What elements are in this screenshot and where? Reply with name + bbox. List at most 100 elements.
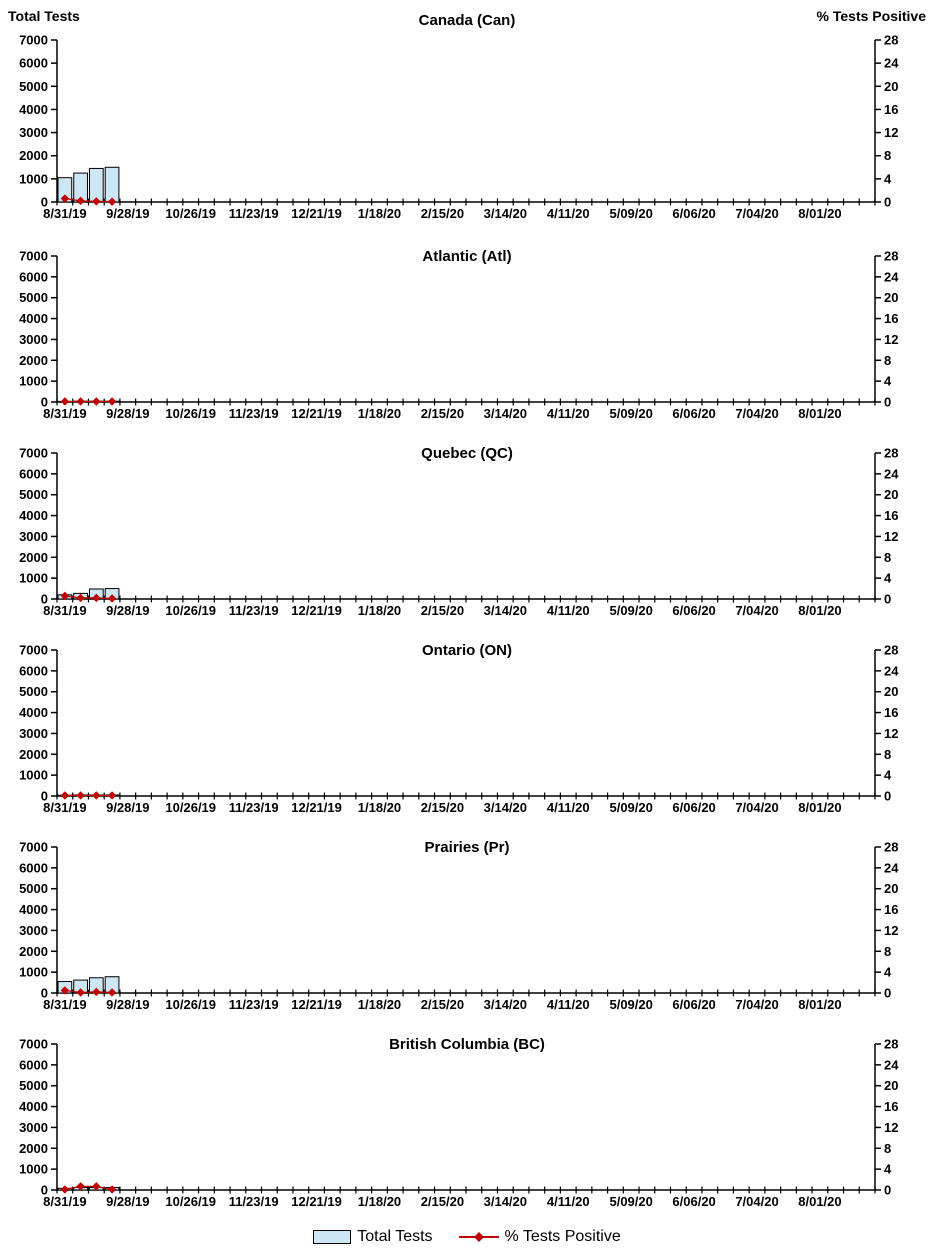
- svg-text:2000: 2000: [19, 353, 48, 368]
- svg-text:0: 0: [884, 592, 891, 607]
- svg-text:12/21/19: 12/21/19: [291, 406, 342, 421]
- svg-text:12/21/19: 12/21/19: [291, 603, 342, 618]
- svg-text:7000: 7000: [19, 33, 48, 48]
- svg-text:7/04/20: 7/04/20: [735, 800, 778, 815]
- right-axis-title: % Tests Positive: [816, 8, 926, 24]
- svg-text:28: 28: [884, 446, 898, 461]
- plot-ontario: 0 1000 2000 3000 4000 5000 6000 7000 0 4 8 12 16 20 24…: [19, 643, 899, 816]
- svg-text:7/04/20: 7/04/20: [735, 406, 778, 421]
- svg-text:16: 16: [884, 508, 898, 523]
- svg-text:0: 0: [884, 1183, 891, 1198]
- svg-text:1/18/20: 1/18/20: [358, 997, 401, 1012]
- svg-text:20: 20: [884, 1078, 898, 1093]
- svg-text:28: 28: [884, 1037, 898, 1052]
- svg-text:7/04/20: 7/04/20: [735, 206, 778, 221]
- svg-text:16: 16: [884, 705, 898, 720]
- svg-text:12/21/19: 12/21/19: [291, 800, 342, 815]
- chart-title-atlantic: Atlantic (Atl): [422, 248, 512, 265]
- svg-text:6/06/20: 6/06/20: [672, 406, 715, 421]
- svg-text:7/04/20: 7/04/20: [735, 603, 778, 618]
- svg-text:6000: 6000: [19, 466, 48, 481]
- svg-text:12: 12: [884, 923, 898, 938]
- bar-swatch-icon: [313, 1230, 352, 1244]
- svg-text:9/28/19: 9/28/19: [106, 997, 149, 1012]
- svg-text:2/15/20: 2/15/20: [421, 206, 464, 221]
- svg-text:10/26/19: 10/26/19: [165, 406, 216, 421]
- svg-text:8/31/19: 8/31/19: [43, 1194, 86, 1209]
- svg-text:1000: 1000: [19, 171, 48, 186]
- svg-text:3000: 3000: [19, 125, 48, 140]
- svg-text:6/06/20: 6/06/20: [672, 603, 715, 618]
- svg-text:4: 4: [884, 374, 892, 389]
- svg-text:8/01/20: 8/01/20: [798, 1194, 841, 1209]
- svg-text:0: 0: [41, 592, 48, 607]
- svg-text:1/18/20: 1/18/20: [358, 1194, 401, 1209]
- svg-text:1/18/20: 1/18/20: [358, 603, 401, 618]
- plot-atlantic: 0 1000 2000 3000 4000 5000 6000 7000 0 4 8 12 16 20 24…: [19, 249, 899, 422]
- chart-block-quebec: Quebec (QC) 0 1000 2000 3000 4000 5000 6000 700…: [0, 429, 934, 626]
- svg-text:4: 4: [884, 1162, 892, 1177]
- svg-text:12: 12: [884, 529, 898, 544]
- chart-title-canada: Canada (Can): [418, 12, 516, 29]
- svg-text:7000: 7000: [19, 1037, 48, 1052]
- svg-text:9/28/19: 9/28/19: [106, 206, 149, 221]
- svg-text:24: 24: [884, 466, 899, 481]
- svg-text:3/14/20: 3/14/20: [484, 603, 527, 618]
- svg-text:4: 4: [884, 571, 892, 586]
- svg-text:0: 0: [41, 789, 48, 804]
- svg-text:12/21/19: 12/21/19: [291, 206, 342, 221]
- chart-block-canada: Total Tests Canada (Can) % Tests Positiv…: [0, 0, 934, 232]
- svg-text:10/26/19: 10/26/19: [165, 603, 216, 618]
- svg-text:20: 20: [884, 487, 898, 502]
- diamond-icon: [473, 1232, 484, 1242]
- svg-text:1000: 1000: [19, 1162, 48, 1177]
- svg-text:28: 28: [884, 249, 898, 264]
- svg-text:11/23/19: 11/23/19: [229, 800, 279, 815]
- svg-text:8/31/19: 8/31/19: [43, 406, 86, 421]
- svg-text:20: 20: [884, 290, 898, 305]
- plot-prairies: 0 1000 2000 3000 4000 5000 6000 7000 0 4 8 12 16 20 24…: [19, 840, 899, 1013]
- line-marker-icon: [458, 1232, 499, 1242]
- svg-text:4000: 4000: [19, 1099, 48, 1114]
- legend-item-pct-positive: % Tests Positive: [458, 1228, 621, 1246]
- svg-text:12: 12: [884, 726, 898, 741]
- svg-text:0: 0: [884, 789, 891, 804]
- svg-text:5/09/20: 5/09/20: [609, 603, 652, 618]
- svg-text:0: 0: [41, 395, 48, 410]
- svg-text:10/26/19: 10/26/19: [165, 800, 216, 815]
- svg-text:5000: 5000: [19, 79, 48, 94]
- svg-text:3/14/20: 3/14/20: [484, 206, 527, 221]
- svg-text:24: 24: [884, 860, 899, 875]
- svg-text:8: 8: [884, 550, 891, 565]
- svg-text:11/23/19: 11/23/19: [229, 206, 279, 221]
- svg-text:11/23/19: 11/23/19: [229, 997, 279, 1012]
- svg-text:5000: 5000: [19, 290, 48, 305]
- svg-text:4000: 4000: [19, 705, 48, 720]
- svg-text:7000: 7000: [19, 840, 48, 855]
- svg-text:0: 0: [884, 986, 891, 1001]
- svg-text:24: 24: [884, 56, 899, 71]
- svg-text:6/06/20: 6/06/20: [672, 1194, 715, 1209]
- svg-text:1/18/20: 1/18/20: [358, 206, 401, 221]
- svg-text:24: 24: [884, 663, 899, 678]
- svg-text:4000: 4000: [19, 902, 48, 917]
- svg-text:24: 24: [884, 1057, 899, 1072]
- svg-text:0: 0: [41, 195, 48, 210]
- svg-text:8/31/19: 8/31/19: [43, 997, 86, 1012]
- plot-canada: 0 1000 2000 3000 4000 5000 6000 7000 0 4 8 12 16 20 24…: [19, 33, 899, 222]
- svg-text:6/06/20: 6/06/20: [672, 997, 715, 1012]
- svg-text:4: 4: [884, 171, 892, 186]
- svg-text:2000: 2000: [19, 944, 48, 959]
- svg-text:4/11/20: 4/11/20: [547, 1194, 590, 1209]
- svg-text:7000: 7000: [19, 446, 48, 461]
- svg-text:1000: 1000: [19, 571, 48, 586]
- svg-text:8/31/19: 8/31/19: [43, 603, 86, 618]
- legend-item-total-tests: Total Tests: [313, 1228, 433, 1246]
- svg-text:3000: 3000: [19, 1120, 48, 1135]
- svg-text:10/26/19: 10/26/19: [165, 206, 216, 221]
- plot-quebec: 0 1000 2000 3000 4000 5000 6000 7000 0 4 8 12 16 20 24…: [19, 446, 899, 619]
- svg-text:8/31/19: 8/31/19: [43, 206, 86, 221]
- svg-text:0: 0: [41, 1183, 48, 1198]
- svg-text:9/28/19: 9/28/19: [106, 1194, 149, 1209]
- svg-text:16: 16: [884, 102, 898, 117]
